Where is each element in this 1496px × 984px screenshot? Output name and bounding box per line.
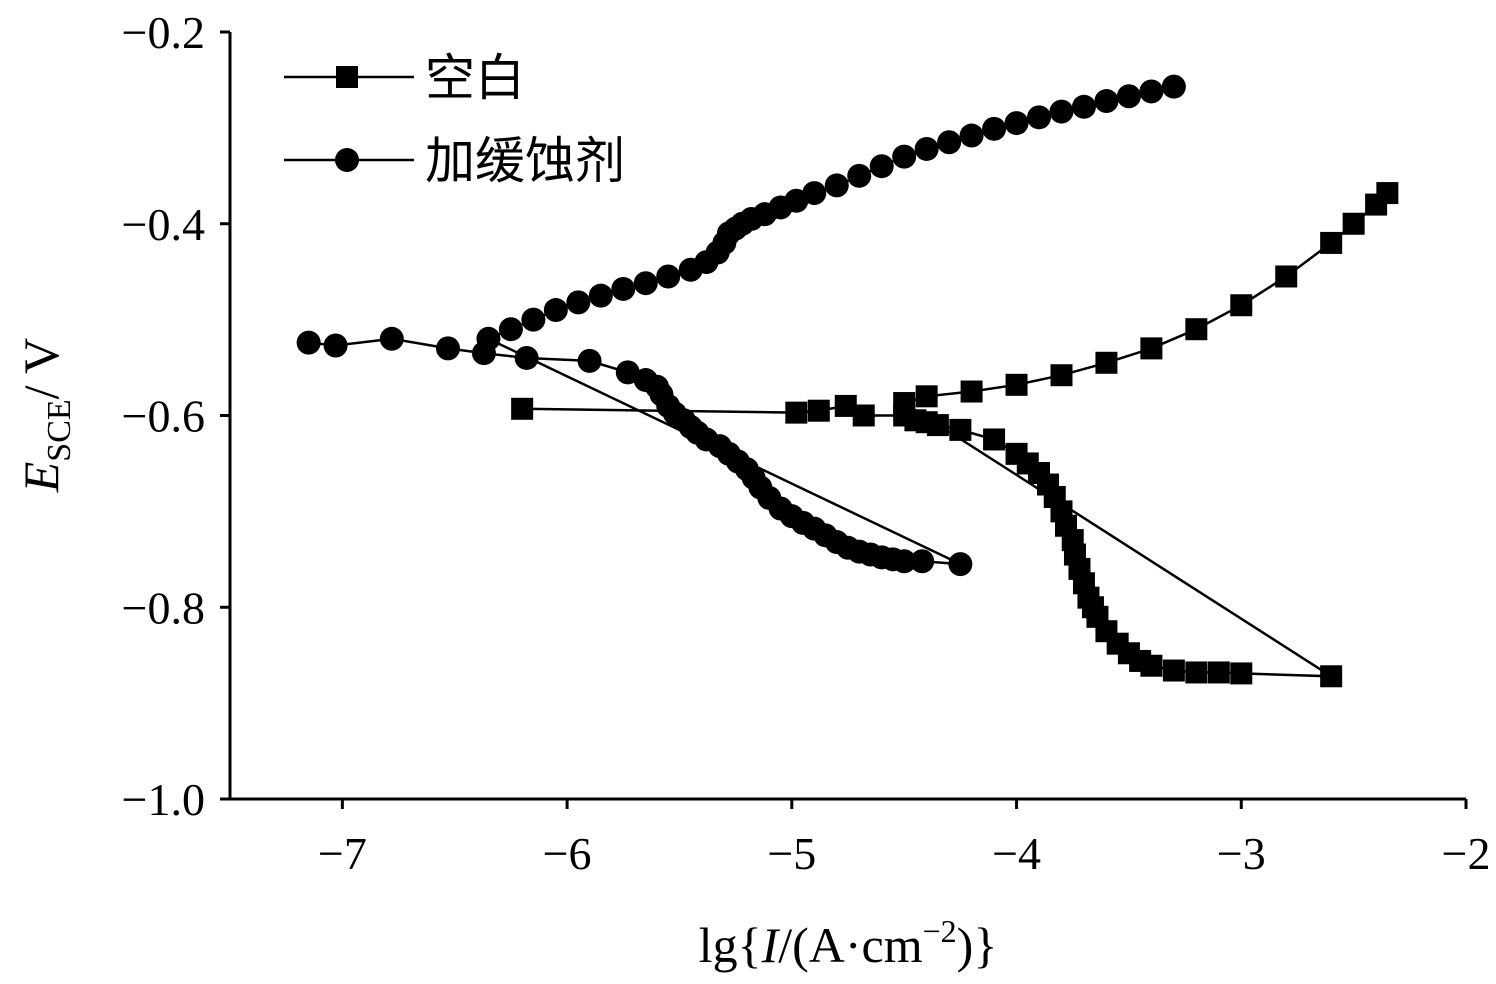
legend-marker-circle (335, 148, 359, 172)
y-tick-label: −0.4 (122, 199, 205, 250)
data-point-circle (892, 549, 917, 574)
data-point-square (1095, 351, 1118, 374)
data-point-circle (577, 348, 602, 373)
x-tick-label: −2 (1442, 828, 1491, 879)
data-point-circle (1027, 105, 1052, 130)
legend: 空白 加缓蚀剂 (284, 49, 625, 190)
data-point-square (983, 428, 1006, 451)
data-point-square (1185, 318, 1208, 341)
legend-label-inhibitor: 加缓蚀剂 (425, 132, 625, 190)
x-axis-title: lg{I/(A·cm−2)} (699, 913, 998, 973)
data-point-square (511, 397, 534, 420)
x-tick-label: −6 (543, 828, 592, 879)
data-point-square (834, 394, 857, 417)
y-axis-title: ESCE/ V (13, 338, 78, 494)
x-tick-label: −7 (318, 828, 367, 879)
data-point-circle (847, 163, 872, 188)
data-point-square (1005, 373, 1028, 396)
x-axis-title-close: )} (957, 917, 998, 973)
ticks: −7 −6 −5 −4 −3 −2 −1.0 −0.8 −0.6 −0.4 −0.2 (122, 7, 1491, 879)
data-point-circle (982, 116, 1007, 141)
data-point-square (949, 418, 972, 441)
x-axis-title-unit: /(A·cm (778, 917, 922, 973)
data-point-square (960, 380, 983, 403)
data-point-circle (566, 290, 591, 315)
data-point-circle (1161, 74, 1186, 99)
series-square (511, 182, 1399, 688)
data-point-circle (948, 552, 973, 577)
data-point-circle (937, 130, 962, 155)
data-point-circle (914, 136, 939, 161)
y-axis-title-sub: SCE (41, 399, 78, 461)
data-point-circle (521, 307, 546, 332)
x-axis-title-sup: −2 (923, 913, 957, 949)
data-point-circle (588, 283, 613, 308)
data-point-circle (476, 326, 501, 351)
series-circle (296, 74, 1186, 577)
data-point-circle (615, 360, 640, 385)
data-point-circle (1139, 79, 1164, 104)
data-point-square (1320, 231, 1343, 254)
data-point-circle (1116, 84, 1141, 109)
data-point-square (785, 401, 808, 424)
data-point-circle (611, 276, 636, 301)
data-point-circle (543, 298, 568, 323)
data-point-square (915, 385, 938, 408)
y-tick-label: −0.8 (122, 582, 205, 633)
x-tick-label: −5 (767, 828, 816, 879)
data-point-circle (869, 154, 894, 179)
data-point-square (1320, 665, 1343, 688)
data-point-circle (514, 345, 539, 370)
data-point-circle (498, 317, 523, 342)
data-point-square (1140, 337, 1163, 360)
data-point-circle (296, 330, 321, 355)
data-point-circle (1004, 111, 1029, 136)
legend-marker-square (336, 66, 358, 88)
data-point-square (807, 399, 830, 422)
data-point-square (852, 404, 875, 427)
data-point-circle (656, 264, 681, 289)
data-point-square (1185, 661, 1208, 684)
data-point-circle (379, 326, 404, 351)
data-point-circle (323, 333, 348, 358)
data-point-circle (784, 188, 809, 213)
data-point-square (1275, 265, 1298, 288)
y-tick-label: −0.6 (122, 391, 205, 442)
data-point-circle (435, 336, 460, 361)
data-point-circle (910, 549, 935, 574)
x-axis-title-open: { (738, 917, 762, 973)
y-axis-title-unit: / V (13, 338, 69, 400)
legend-item-blank: 空白 (284, 49, 525, 107)
x-tick-label: −3 (1217, 828, 1266, 879)
data-point-circle (1094, 89, 1119, 114)
data-point-square (1376, 182, 1399, 205)
data-point-circle (892, 144, 917, 169)
data-point-circle (1071, 94, 1096, 119)
data-point-square (926, 414, 949, 437)
data-point-circle (633, 271, 658, 296)
data-point-square (1230, 662, 1253, 685)
plot-area (296, 74, 1399, 688)
data-point-square (893, 392, 916, 415)
data-point-circle (959, 123, 984, 148)
x-axis-title-prefix: lg (699, 917, 738, 973)
data-point-square (1140, 654, 1163, 677)
x-tick-label: −4 (992, 828, 1041, 879)
data-point-square (1207, 661, 1230, 684)
data-point-square (1162, 659, 1185, 682)
y-tick-label: −1.0 (122, 774, 205, 825)
y-tick-label: −0.2 (122, 7, 205, 58)
data-point-circle (824, 173, 849, 198)
data-point-square (1230, 294, 1253, 317)
data-point-square (1050, 364, 1073, 387)
data-point-circle (1049, 99, 1074, 124)
legend-label-blank: 空白 (425, 49, 525, 107)
y-axis-title-var: E (13, 462, 69, 494)
data-point-circle (802, 181, 827, 206)
legend-item-inhibitor: 加缓蚀剂 (284, 132, 625, 190)
x-axis-title-var: I (761, 917, 781, 973)
data-point-square (1342, 212, 1365, 235)
